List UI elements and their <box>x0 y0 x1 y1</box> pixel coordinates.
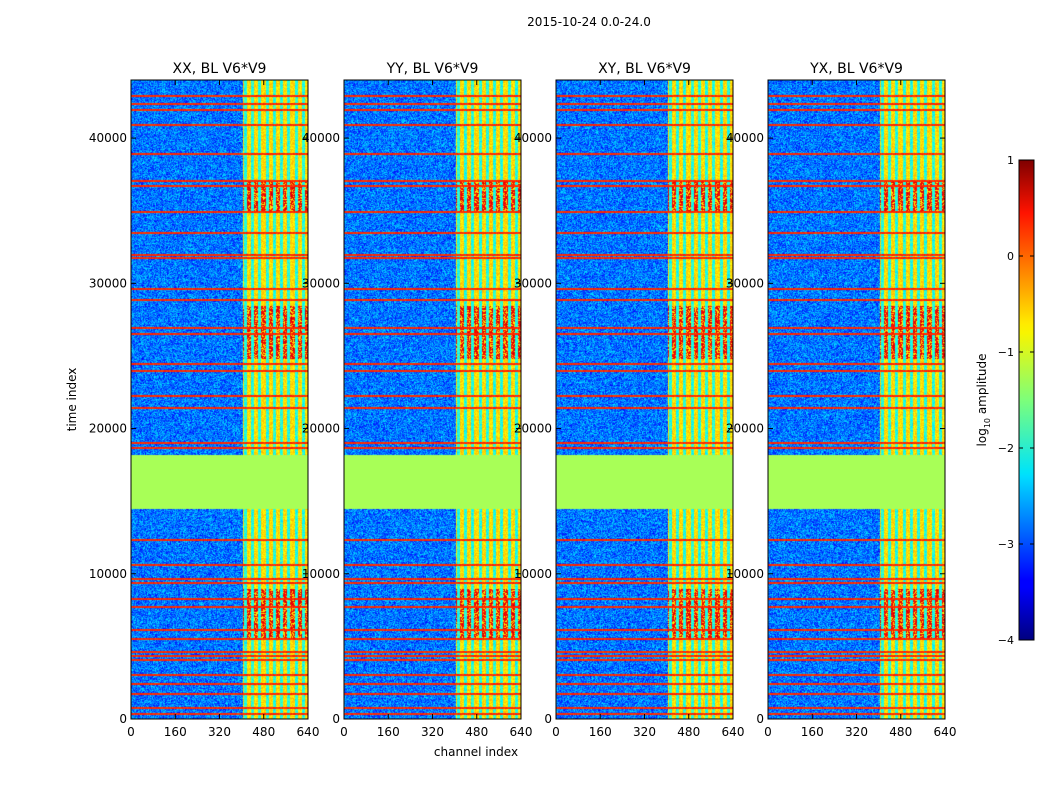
x-tick-label: 640 <box>297 725 320 739</box>
spectrogram-panel: XX, BL V6*V9 0 160 320 480 640 0 10000 20000 3000… <box>65 61 319 739</box>
panel-title: YX, BL V6*V9 <box>809 61 903 77</box>
colorbar-frame <box>1018 159 1035 641</box>
x-tick-label: 160 <box>164 725 187 739</box>
colorbar-label: log10 amplitude <box>975 354 992 447</box>
x-tick-label: 640 <box>510 725 533 739</box>
y-tick-label: 10000 <box>514 567 552 581</box>
y-tick-label: 0 <box>756 712 764 726</box>
y-tick-label: 0 <box>544 712 552 726</box>
x-tick-label: 160 <box>801 725 824 739</box>
x-tick-label: 320 <box>633 725 656 739</box>
y-tick-label: 40000 <box>514 131 552 145</box>
spectrogram-image <box>344 80 521 719</box>
y-tick-label: 40000 <box>89 131 127 145</box>
y-axis-label: time index <box>65 368 79 432</box>
y-tick-label: 30000 <box>514 276 552 290</box>
x-tick-label: 0 <box>764 725 772 739</box>
y-tick-label: 20000 <box>89 422 127 436</box>
x-tick-label: 480 <box>889 725 912 739</box>
x-tick-label: 0 <box>127 725 135 739</box>
x-tick-label: 0 <box>552 725 560 739</box>
colorbar-tick-label: 1 <box>1007 154 1014 167</box>
spectrogram-panel: XY, BL V6*V9 0 160 320 480 640 0 10000 20000 3000… <box>514 61 745 739</box>
y-tick-label: 40000 <box>726 131 764 145</box>
y-tick-label: 10000 <box>89 567 127 581</box>
colorbar-label-suffix: amplitude <box>975 354 989 418</box>
y-tick-label: 30000 <box>89 276 127 290</box>
spectrogram-panel: YY, BL V6*V9 0 160 320 480 640 0 10000 20000 3000… <box>302 61 533 759</box>
figure-suptitle: 2015-10-24 0.0-24.0 <box>527 15 651 29</box>
x-tick-label: 320 <box>845 725 868 739</box>
x-tick-label: 160 <box>377 725 400 739</box>
spectrogram-panel: YX, BL V6*V9 0 160 320 480 640 0 10000 20000 3000… <box>726 61 957 739</box>
colorbar-tick-label: −1 <box>998 346 1014 359</box>
y-tick-label: 10000 <box>302 567 340 581</box>
x-tick-label: 480 <box>252 725 275 739</box>
x-tick-label: 320 <box>208 725 231 739</box>
colorbar-tick-label: 0 <box>1007 250 1014 263</box>
colorbar-tick-label: −3 <box>998 538 1014 551</box>
colorbar-label-subscript: 10 <box>983 418 992 428</box>
y-tick-label: 20000 <box>726 422 764 436</box>
y-tick-label: 0 <box>119 712 127 726</box>
x-tick-label: 480 <box>677 725 700 739</box>
x-tick-label: 0 <box>340 725 348 739</box>
spectrogram-image <box>556 80 733 719</box>
colorbar-tick-label: −2 <box>998 442 1014 455</box>
x-tick-label: 320 <box>421 725 444 739</box>
panel-title: YY, BL V6*V9 <box>386 61 479 77</box>
x-axis-label: channel index <box>434 745 518 759</box>
y-tick-label: 10000 <box>726 567 764 581</box>
y-tick-label: 20000 <box>514 422 552 436</box>
colorbar-gradient <box>1019 160 1034 640</box>
y-tick-label: 20000 <box>302 422 340 436</box>
panel-title: XX, BL V6*V9 <box>173 61 267 77</box>
x-tick-label: 640 <box>934 725 957 739</box>
colorbar-label-prefix: log <box>975 428 989 446</box>
x-tick-label: 480 <box>465 725 488 739</box>
panels-group: XX, BL V6*V9 0 160 320 480 640 0 10000 20000 3000… <box>65 61 956 759</box>
x-tick-label: 640 <box>722 725 745 739</box>
spectrogram-image <box>131 80 308 719</box>
panel-title: XY, BL V6*V9 <box>598 61 691 77</box>
y-tick-label: 40000 <box>302 131 340 145</box>
colorbar-tick-label: −4 <box>998 634 1014 647</box>
y-tick-label: 30000 <box>302 276 340 290</box>
y-tick-label: 30000 <box>726 276 764 290</box>
y-tick-label: 0 <box>332 712 340 726</box>
spectrogram-image <box>768 80 945 719</box>
x-tick-label: 160 <box>589 725 612 739</box>
